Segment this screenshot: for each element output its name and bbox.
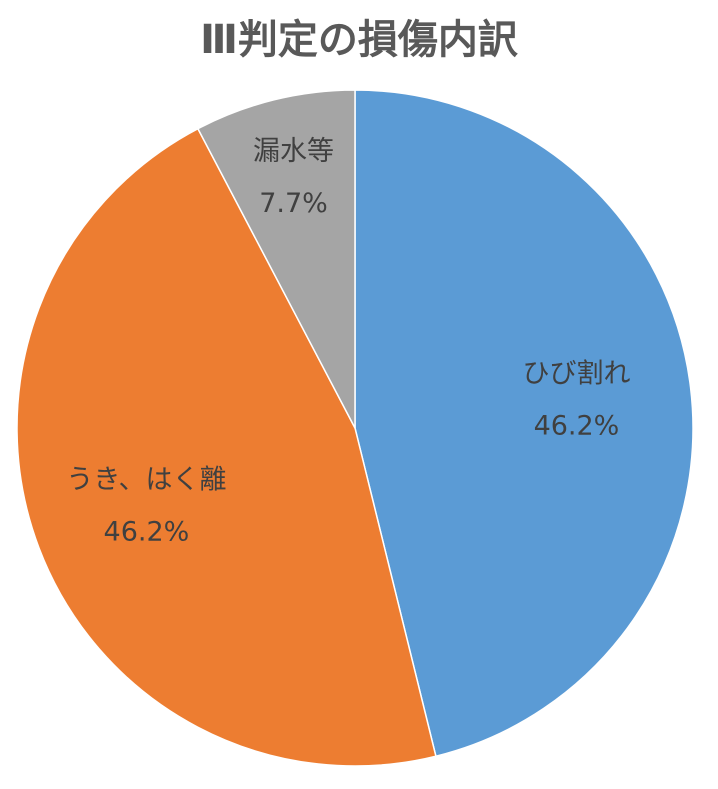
pie-slice: [16, 127, 437, 767]
slice-value-label: 7.7%: [259, 188, 328, 219]
chart-title: Ⅲ判定の損傷内訳: [200, 17, 519, 63]
slice-label: 漏水等: [253, 136, 334, 167]
slice-label: うき、はく離: [66, 465, 226, 496]
pie-slice: [196, 89, 356, 429]
slice-label: ひび割れ: [522, 359, 630, 390]
slice-value-label: 46.2%: [534, 411, 620, 442]
pie-slice: [354, 89, 694, 758]
slice-value-label: 46.2%: [104, 517, 190, 548]
